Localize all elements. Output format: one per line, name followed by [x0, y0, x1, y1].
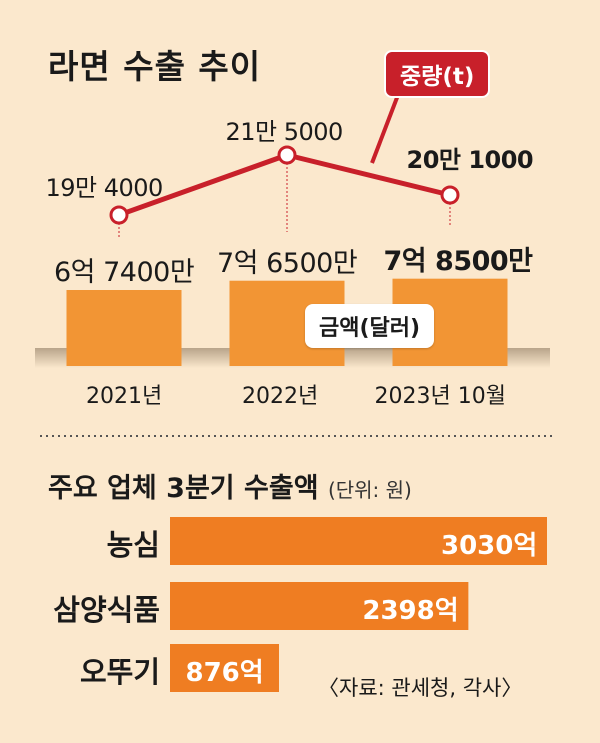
- section2-title-text: 주요 업체 3분기 수출액: [48, 473, 319, 504]
- company-bar-2: [170, 582, 469, 630]
- amount-label-2: 7억 6500만: [217, 247, 358, 279]
- weight-point-3: [440, 185, 460, 205]
- company-value-1: 3030억: [441, 531, 538, 561]
- amount-legend: 금액(달러): [305, 304, 435, 348]
- amount-label-3: 7억 8500만: [383, 245, 534, 277]
- company-bar-1: [170, 517, 547, 565]
- weight-badge: 중량(t): [384, 50, 491, 98]
- amount-bar-1: [66, 290, 182, 366]
- chart-title: 라면 수출 추이: [48, 47, 262, 86]
- badge-pointer: [370, 94, 400, 164]
- weight-point-2: [277, 145, 297, 165]
- weight-point-1: [109, 205, 129, 225]
- weight-label-3: 20만 1000: [406, 146, 534, 174]
- amount-label-1: 6억 7400만: [54, 257, 195, 288]
- company-bar-3: [170, 644, 279, 692]
- company-name-1: 농심: [106, 528, 160, 562]
- x-tick-3: 2023년 10월: [374, 384, 506, 409]
- company-value-2: 2398억: [362, 596, 459, 626]
- x-tick-2: 2022년: [242, 384, 319, 409]
- weight-label-2: 21만 5000: [225, 118, 344, 146]
- section2-title: 주요 업체 3분기 수출액 (단위: 원): [48, 466, 412, 505]
- weight-label-1: 19만 4000: [45, 174, 164, 202]
- company-name-2: 삼양식품: [53, 593, 160, 627]
- section2-unit: (단위: 원): [327, 478, 412, 502]
- company-name-3: 오뚜기: [79, 655, 160, 689]
- source-note: 〈자료: 관세청, 각사〉: [318, 676, 523, 700]
- company-value-3: 876억: [185, 658, 264, 688]
- x-tick-1: 2021년: [86, 384, 163, 409]
